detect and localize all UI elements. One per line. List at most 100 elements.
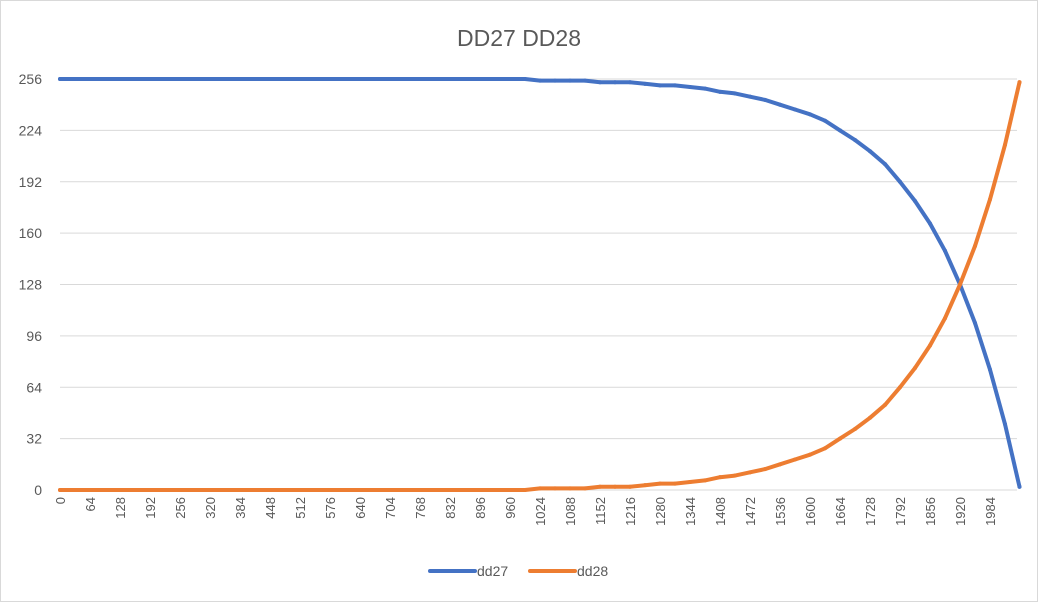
x-tick-label: 448 [263,497,278,519]
x-tick-label: 1408 [713,497,728,526]
data-point-dd28 [718,475,722,480]
data-point-dd28 [943,316,947,321]
data-point-dd27 [868,149,872,154]
data-point-dd27 [673,83,677,88]
x-tick-label: 768 [413,497,428,519]
data-point-dd28 [643,483,647,488]
data-point-dd28 [703,478,707,483]
x-tick-label: 1536 [773,497,788,526]
legend-label-dd27: dd27 [477,563,508,579]
data-point-dd27 [598,80,602,85]
data-point-dd27 [898,179,902,184]
data-point-dd27 [583,78,587,83]
data-point-dd28 [523,488,527,492]
x-tick-label: 1216 [623,497,638,526]
data-point-dd28 [793,457,797,462]
data-point-dd28 [733,473,737,478]
data-point-dd27 [1017,484,1022,489]
data-point-dd27 [988,367,992,372]
data-point-dd27 [538,78,542,83]
data-point-dd27 [613,80,617,85]
data-point-dd27 [838,128,842,133]
data-point-dd28 [658,481,662,486]
data-point-dd28 [613,484,617,489]
data-point-dd27 [628,80,632,85]
x-tick-label: 1664 [833,497,848,526]
x-tick-label: 576 [323,497,338,519]
x-tick-label: 1024 [533,497,548,526]
data-point-dd27 [778,102,782,107]
data-point-dd27 [748,94,752,99]
data-point-dd28 [1003,142,1007,147]
x-tick-label: 0 [53,497,68,504]
data-point-dd28 [928,343,932,348]
x-tick-label: 320 [203,497,218,519]
data-point-dd27 [718,89,722,94]
y-tick-label: 160 [19,225,43,241]
x-tick-label: 64 [83,497,98,511]
x-tick-label: 1728 [863,497,878,526]
data-point-dd27 [928,221,932,226]
data-point-dd27 [853,138,857,143]
x-tick-label: 832 [443,497,458,519]
x-tick-label: 384 [233,497,248,519]
data-point-dd28 [763,467,767,472]
data-point-dd27 [658,83,662,88]
data-point-dd27 [58,77,62,81]
data-point-dd28 [898,385,902,390]
x-tick-label: 1920 [953,497,968,526]
x-tick-label: 1088 [563,497,578,526]
data-point-dd27 [688,85,692,90]
data-point-dd27 [643,81,647,86]
data-point-dd27 [1003,422,1007,427]
x-tick-label: 1792 [893,497,908,526]
data-point-dd28 [748,470,752,475]
data-point-dd27 [553,78,557,83]
data-point-dd28 [568,486,572,491]
data-point-dd28 [673,481,677,486]
data-point-dd27 [943,248,947,253]
data-point-dd27 [703,86,707,91]
x-tick-label: 1600 [803,497,818,526]
y-tick-label: 128 [19,277,43,293]
data-point-dd27 [913,199,917,204]
data-point-dd27 [568,78,572,83]
data-point-dd27 [523,77,527,81]
data-point-dd27 [883,162,887,167]
x-tick-label: 1152 [593,497,608,525]
y-tick-label: 224 [19,122,43,138]
data-point-dd28 [628,484,632,489]
x-tick-label: 960 [503,497,518,519]
data-point-dd27 [763,97,767,102]
x-tick-label: 1472 [743,497,758,526]
data-point-dd28 [853,426,857,431]
y-tick-label: 256 [19,71,43,87]
data-point-dd28 [1017,80,1022,85]
data-point-dd27 [823,118,827,123]
x-tick-label: 640 [353,497,368,519]
data-point-dd27 [973,321,977,326]
data-point-dd28 [778,462,782,467]
data-point-dd28 [988,197,992,202]
x-tick-label: 512 [293,497,308,519]
data-point-dd28 [973,243,977,248]
x-tick-label: 1344 [683,497,698,526]
y-tick-label: 32 [26,431,42,447]
y-tick-label: 0 [34,482,42,498]
data-point-dd28 [583,486,587,491]
data-point-dd28 [913,365,917,370]
x-tick-label: 1984 [983,497,998,526]
x-tick-label: 256 [173,497,188,519]
data-point-dd27 [793,107,797,112]
data-point-dd28 [823,446,827,451]
data-point-dd28 [838,436,842,441]
data-point-dd28 [688,479,692,484]
data-point-dd28 [808,452,812,457]
data-point-dd28 [883,402,887,407]
x-tick-label: 1856 [923,497,938,526]
data-point-dd28 [958,282,962,287]
x-tick-label: 128 [113,497,128,519]
data-point-dd28 [538,486,542,491]
